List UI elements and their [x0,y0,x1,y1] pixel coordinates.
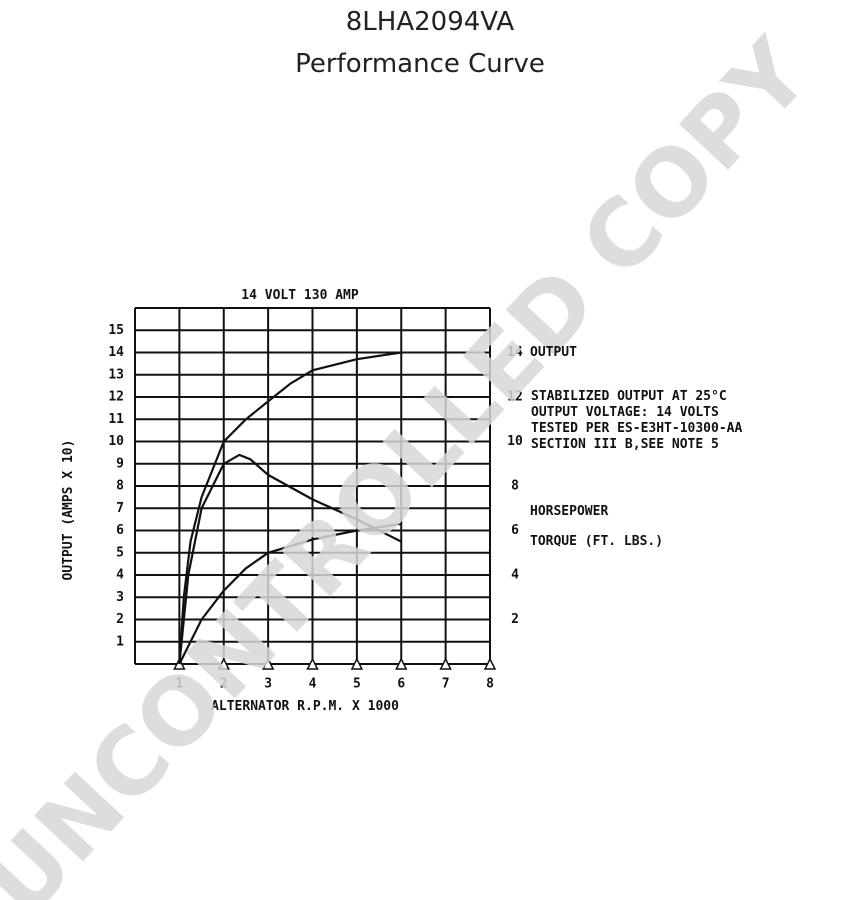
legend-label: TORQUE (FT. LBS.) [530,534,663,549]
y2-tick-label: 12 [507,390,523,405]
y2-tick-label: 8 [511,479,519,494]
y-tick-label: 2 [116,612,124,627]
y-tick-label: 11 [108,412,124,427]
note: OUTPUT VOLTAGE: 14 VOLTS [531,405,719,420]
note: SECTION III B,SEE NOTE 5 [531,437,719,452]
y-tick-label: 9 [116,456,124,471]
watermark: UNCONTROLLED COPY [0,19,831,900]
y-tick-label: 6 [116,523,124,538]
x-tick-label: 8 [486,677,494,692]
legend-label: OUTPUT [530,345,577,360]
y2-tick-label: 6 [511,523,519,538]
x-tick-label: 6 [397,677,405,692]
y-tick-label: 1 [116,634,124,649]
x-tick-label: 2 [220,677,228,692]
x-tick-label: 7 [442,677,450,692]
series-line [178,453,402,665]
y-tick-label: 7 [116,501,124,516]
series-line [178,351,402,665]
tick-marker [350,657,364,670]
y-tick-label: 10 [108,434,124,449]
x-axis-label: ALTERNATOR R.P.M. X 1000 [211,699,399,714]
tick-marker [483,657,497,670]
y-tick-label: 8 [116,479,124,494]
note: STABILIZED OUTPUT AT 25°C [531,389,727,404]
tick-marker [261,657,275,670]
x-tick-label: 4 [309,677,317,692]
y-tick-label: 3 [116,590,124,605]
x-tick-label: 5 [353,677,361,692]
y-tick-label: 13 [108,367,124,382]
legend-label: HORSEPOWER [530,504,608,519]
chart-label: 14 VOLT 130 AMP [241,288,359,303]
y-tick-label: 5 [116,545,124,560]
note: TESTED PER ES-E3HT-10300-AA [531,421,742,436]
chart-title: 8LHA2094VA [346,7,515,37]
tick-marker [306,657,319,670]
y2-tick-label: 2 [511,612,519,627]
tick-marker [217,657,230,670]
y2-tick-label: 4 [511,568,519,583]
tick-marker [173,657,186,670]
series-line [178,522,402,665]
chart-subtitle: Performance Curve [295,49,545,79]
y2-tick-label: 10 [507,434,523,449]
y-tick-label: 12 [108,390,124,405]
tick-marker [439,657,452,670]
y2-tick-label: 14 [507,345,523,360]
y-tick-label: 4 [116,568,124,583]
y-tick-label: 15 [108,323,124,338]
y-tick-label: 14 [108,345,124,360]
x-tick-label: 3 [264,677,272,692]
x-tick-label: 1 [175,677,183,692]
tick-marker [395,657,408,670]
y-axis-label: OUTPUT (AMPS X 10) [61,440,76,581]
